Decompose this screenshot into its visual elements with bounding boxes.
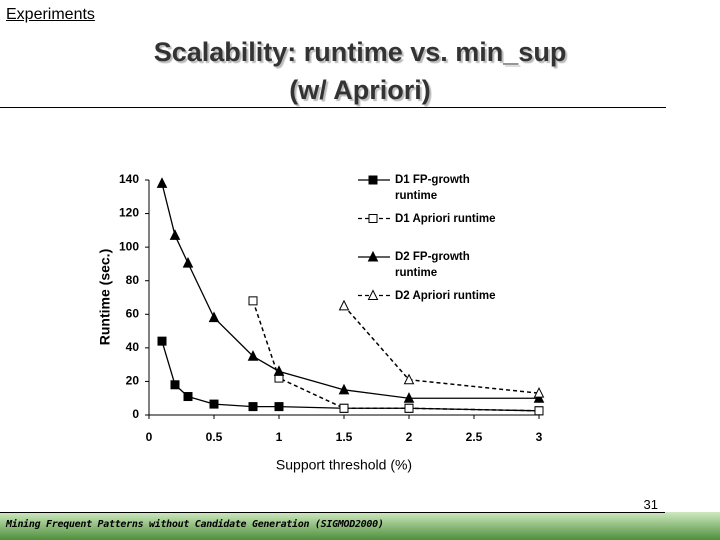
y-tick-label: 80 <box>126 273 140 287</box>
data-point <box>157 336 167 346</box>
y-tick-label: 140 <box>119 172 139 186</box>
legend-marker <box>368 175 378 185</box>
y-axis-label: Runtime (sec.) <box>97 249 113 345</box>
slide-title: (w/ Apriori) <box>289 75 431 105</box>
x-tick-label: 2.5 <box>466 430 483 444</box>
data-point <box>403 373 415 385</box>
data-point <box>404 403 414 413</box>
footer-text: Mining Frequent Patterns without Candida… <box>6 519 384 530</box>
footer-rule <box>0 512 665 513</box>
data-point <box>338 299 350 311</box>
y-tick-label: 40 <box>126 340 140 354</box>
data-point <box>208 311 220 323</box>
data-point <box>247 350 259 361</box>
series-line <box>343 305 540 394</box>
x-tick-label: 0.5 <box>206 430 223 444</box>
data-point <box>274 402 284 412</box>
legend-marker <box>368 214 378 223</box>
data-point <box>183 392 193 402</box>
y-tick-label: 0 <box>132 407 139 421</box>
footer-bar <box>0 512 720 540</box>
x-tick-label: 0 <box>146 430 153 444</box>
data-point <box>273 365 285 376</box>
x-tick-label: 3 <box>536 430 543 444</box>
legend-marker <box>367 250 379 262</box>
data-point <box>169 229 181 240</box>
x-axis-label: Support threshold (%) <box>276 457 412 473</box>
legend-label: D2 Apriori runtime <box>395 289 496 302</box>
data-point <box>156 177 168 188</box>
y-tick-label: 120 <box>119 206 139 220</box>
legend-marker <box>367 289 379 300</box>
series-line <box>252 300 540 412</box>
legend-label: D1 Apriori runtime <box>395 212 496 225</box>
data-point <box>209 399 219 409</box>
page-number: 31 <box>643 497 658 512</box>
topic-link[interactable]: Experiments <box>6 6 95 23</box>
series-line <box>161 340 540 412</box>
y-tick-label: 60 <box>126 306 140 320</box>
legend-label: D2 FP-growth runtime <box>395 251 470 279</box>
y-tick-label: 100 <box>119 239 139 253</box>
data-point <box>403 392 415 403</box>
data-point <box>170 380 180 390</box>
data-point <box>248 402 258 412</box>
y-tick-label: 20 <box>126 374 140 388</box>
x-tick-label: 1.5 <box>336 430 353 444</box>
x-tick-label: 2 <box>406 430 413 444</box>
data-point <box>248 296 258 306</box>
title-rule <box>0 107 666 108</box>
data-point <box>533 387 545 398</box>
data-point <box>534 406 544 416</box>
data-point <box>182 256 194 268</box>
data-point <box>339 403 349 413</box>
slide-title: Scalability: runtime vs. min_sup <box>153 37 567 67</box>
data-point <box>338 383 350 395</box>
x-tick-label: 1 <box>276 430 283 444</box>
legend-label: D1 FP-growth runtime <box>395 174 470 202</box>
data-point <box>533 392 545 403</box>
